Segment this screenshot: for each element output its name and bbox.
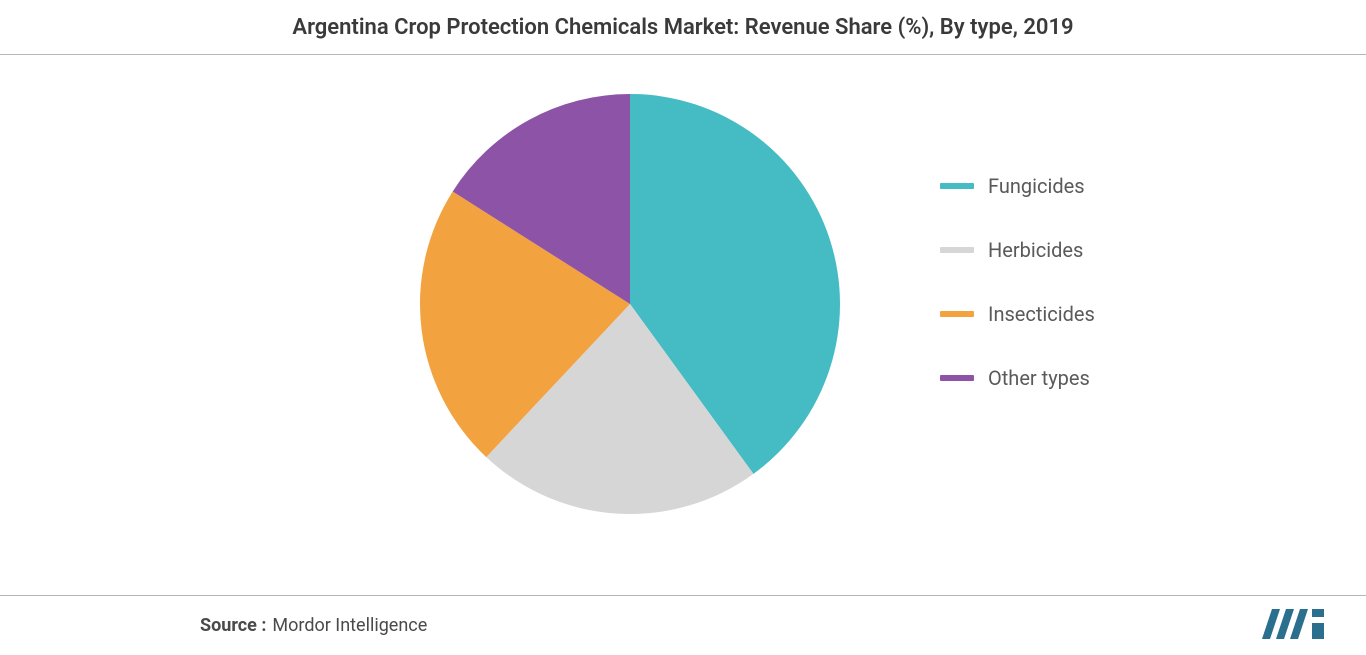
legend-swatch-icon bbox=[940, 247, 974, 253]
legend-swatch-icon bbox=[940, 183, 974, 189]
source-label: Source : bbox=[200, 615, 266, 636]
legend-item-herbicides: Herbicides bbox=[940, 238, 1095, 262]
legend-item-other-types: Other types bbox=[940, 366, 1095, 390]
footer: Source : Mordor Intelligence bbox=[0, 595, 1366, 655]
legend-label: Fungicides bbox=[988, 174, 1085, 198]
legend-item-fungicides: Fungicides bbox=[940, 174, 1095, 198]
chart-title: Argentina Crop Protection Chemicals Mark… bbox=[292, 15, 1073, 40]
brand-logo-icon bbox=[1258, 603, 1328, 643]
legend-swatch-icon bbox=[940, 311, 974, 317]
legend-label: Other types bbox=[988, 366, 1090, 390]
legend: Fungicides Herbicides Insecticides Other ty… bbox=[940, 174, 1095, 390]
title-bar: Argentina Crop Protection Chemicals Mark… bbox=[0, 0, 1366, 55]
chart-zone: Fungicides Herbicides Insecticides Other ty… bbox=[0, 54, 1366, 594]
legend-item-insecticides: Insecticides bbox=[940, 302, 1095, 326]
legend-label: Insecticides bbox=[988, 302, 1095, 326]
pie-chart bbox=[410, 84, 850, 524]
legend-swatch-icon bbox=[940, 375, 974, 381]
legend-label: Herbicides bbox=[988, 238, 1083, 262]
source-value: Mordor Intelligence bbox=[272, 615, 427, 636]
